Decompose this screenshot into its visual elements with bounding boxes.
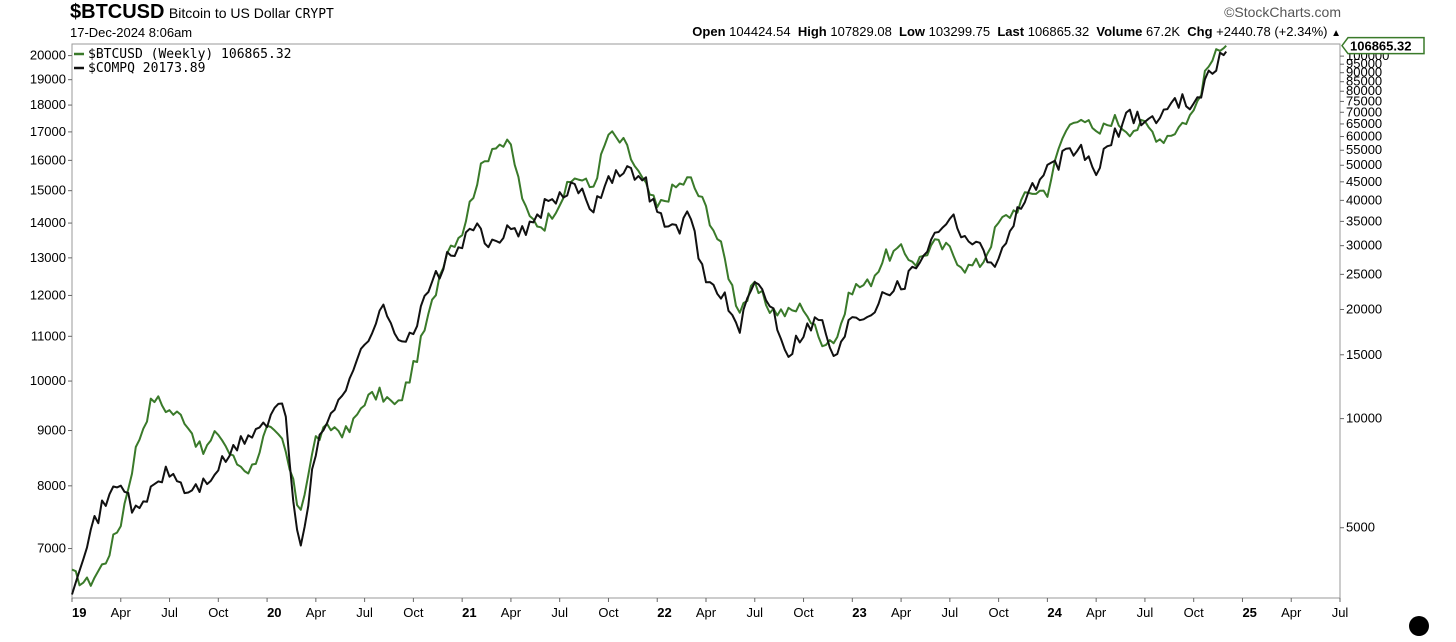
- left-tick-label: 16000: [30, 152, 66, 167]
- volume-value: 67.2K: [1146, 24, 1181, 39]
- x-tick-label: Jul: [746, 605, 763, 620]
- x-tick-label: 21: [462, 605, 476, 620]
- legend-label: $BTCUSD (Weekly) 106865.32: [88, 47, 292, 62]
- right-tick-label: 15000: [1346, 347, 1382, 362]
- series-layer: [71, 44, 1228, 595]
- x-tick-label: Jul: [1137, 605, 1154, 620]
- right-tick-label: 85000: [1346, 74, 1382, 89]
- right-tick-label: 10000: [1346, 411, 1382, 426]
- x-tick-label: Oct: [793, 605, 814, 620]
- right-tick-label: 50000: [1346, 157, 1382, 172]
- x-tick-label: Apr: [696, 605, 717, 620]
- btcusd-line: [71, 44, 1227, 587]
- badge-label: 106865.32: [1350, 39, 1411, 54]
- right-tick-label: 25000: [1346, 266, 1382, 281]
- x-tick-label: 22: [657, 605, 671, 620]
- badge-shape: [1341, 36, 1425, 55]
- price-summary: Open 104424.54 High 107829.08 Low 103299…: [692, 24, 1341, 39]
- last-value: 106865.32: [1027, 24, 1090, 39]
- right-axis: 5000 10000 15000 20000 25000 30000 35000 40000 4…: [1340, 48, 1389, 535]
- right-tick-label: 65000: [1346, 116, 1382, 131]
- x-tick-label: Apr: [501, 605, 522, 620]
- right-tick-label: 75000: [1346, 93, 1382, 108]
- left-tick-label: 19000: [30, 72, 66, 87]
- left-tick-label: 12000: [30, 287, 66, 302]
- legend: $BTCUSD (Weekly) 106865.32$COMPQ 20173.8…: [74, 47, 292, 76]
- x-tick-label: Jul: [1332, 605, 1349, 620]
- x-tick-label: Apr: [1086, 605, 1107, 620]
- last-price-badge: 106865.32: [1341, 36, 1425, 55]
- high-value: 107829.08: [830, 24, 892, 39]
- x-tick-label: 20: [267, 605, 281, 620]
- x-tick-label: 23: [852, 605, 866, 620]
- x-axis: 19 Apr Jul Oct 20 Apr Jul Oct 21 Apr Jul Oct 22 Apr Ju…: [71, 598, 1349, 620]
- open-label: Open: [692, 24, 726, 39]
- volume-label: Volume: [1096, 24, 1143, 39]
- left-tick-label: 11000: [31, 328, 66, 343]
- x-tick-label: Jul: [551, 605, 568, 620]
- x-tick-label: 19: [72, 605, 86, 620]
- left-tick-label: 13000: [30, 250, 66, 265]
- x-tick-label: Jul: [161, 605, 178, 620]
- last-label: Last: [997, 24, 1025, 39]
- right-tick-label: 80000: [1346, 83, 1382, 98]
- right-tick-label: 30000: [1346, 238, 1382, 253]
- x-tick-label: 25: [1242, 605, 1256, 620]
- left-tick-label: 18000: [30, 97, 66, 112]
- low-label: Low: [899, 24, 926, 39]
- right-tick-label: 40000: [1346, 192, 1382, 207]
- right-tick-label: 20000: [1346, 301, 1382, 316]
- right-tick-label: 95000: [1346, 56, 1382, 71]
- x-tick-label: Apr: [111, 605, 132, 620]
- right-tick-label: 70000: [1346, 104, 1382, 119]
- chart-title: $BTCUSD Bitcoin to US Dollar CRYPT: [70, 1, 334, 24]
- right-tick-label: 55000: [1346, 142, 1382, 157]
- x-tick-label: Jul: [942, 605, 959, 620]
- up-arrow-icon: ▲: [1331, 28, 1341, 39]
- left-tick-label: 10000: [30, 373, 66, 388]
- exchange-label: CRYPT: [294, 7, 334, 22]
- right-tick-label: 90000: [1346, 65, 1382, 80]
- x-tick-label: Oct: [988, 605, 1009, 620]
- left-tick-label: 8000: [37, 478, 66, 493]
- low-value: 103299.75: [928, 24, 991, 39]
- x-tick-label: Oct: [403, 605, 424, 620]
- open-value: 104424.54: [729, 24, 791, 39]
- chg-value: +2440.78 (+2.34%): [1216, 24, 1328, 39]
- x-tick-label: 24: [1047, 605, 1062, 620]
- right-tick-label: 5000: [1346, 520, 1375, 535]
- brand-watermark[interactable]: ©StockCharts.com: [1224, 4, 1341, 20]
- x-tick-label: Oct: [1184, 605, 1205, 620]
- left-tick-label: 9000: [37, 423, 66, 438]
- legend-label: $COMPQ 20173.89: [88, 61, 205, 76]
- x-tick-label: Apr: [306, 605, 327, 620]
- x-tick-label: Oct: [208, 605, 229, 620]
- compq-line: [71, 51, 1228, 595]
- x-tick-label: Apr: [1281, 605, 1302, 620]
- left-tick-label: 17000: [30, 124, 66, 139]
- left-tick-label: 14000: [30, 215, 66, 230]
- left-tick-label: 20000: [30, 48, 66, 63]
- x-tick-label: Oct: [598, 605, 619, 620]
- symbol-label: $BTCUSD: [70, 1, 165, 23]
- scroll-dot-icon[interactable]: [1409, 616, 1429, 636]
- chart-date: 17-Dec-2024 8:06am: [70, 25, 193, 40]
- x-tick-label: Jul: [356, 605, 373, 620]
- left-tick-label: 7000: [37, 541, 66, 556]
- high-label: High: [797, 24, 827, 39]
- chg-label: Chg: [1187, 24, 1213, 39]
- left-axis: 7000 8000 9000 10000 11000 12000 13000 14000 150…: [30, 48, 72, 556]
- right-tick-label: 60000: [1346, 129, 1382, 144]
- right-tick-label: 35000: [1346, 213, 1382, 228]
- right-tick-label: 45000: [1346, 174, 1382, 189]
- symbol-name: Bitcoin to US Dollar: [168, 5, 291, 21]
- x-tick-label: Apr: [891, 605, 912, 620]
- left-tick-label: 15000: [30, 183, 66, 198]
